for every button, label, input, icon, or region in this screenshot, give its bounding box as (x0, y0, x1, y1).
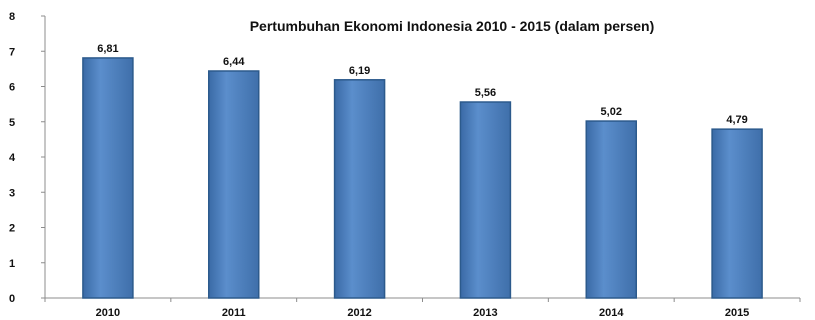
x-tick-label: 2011 (222, 307, 246, 319)
data-label: 6,44 (223, 56, 245, 68)
bar (711, 128, 763, 299)
data-label: 4,79 (726, 114, 747, 126)
x-tick-label: 2013 (473, 307, 497, 319)
y-tick-label: 0 (9, 293, 15, 305)
chart-title: Pertumbuhan Ekonomi Indonesia 2010 - 201… (250, 18, 655, 34)
bars (82, 57, 763, 299)
bar (459, 101, 512, 299)
bar (585, 120, 637, 299)
data-label: 6,19 (349, 65, 370, 77)
x-tick-label: 2015 (725, 307, 749, 319)
data-labels: 6,81 6,44 6,19 5,56 5,02 4,79 (97, 43, 748, 126)
y-tick-label: 5 (9, 117, 15, 129)
data-label: 5,56 (475, 87, 496, 99)
y-tick-label: 8 (9, 11, 15, 23)
data-label: 6,81 (97, 43, 118, 55)
y-tick-label: 2 (9, 223, 15, 235)
bar (208, 70, 260, 299)
x-tick-label: 2014 (599, 307, 624, 319)
y-tick-label: 6 (9, 82, 15, 94)
x-axis-ticks: 2010 2011 2012 2013 2014 2015 (44, 298, 801, 319)
y-tick-label: 1 (9, 258, 15, 270)
y-tick-label: 7 (9, 46, 15, 58)
x-tick-label: 2010 (96, 307, 120, 319)
bar (333, 79, 386, 299)
y-axis-ticks: 0 1 2 3 4 5 6 7 8 (9, 11, 45, 305)
data-label: 5,02 (601, 106, 622, 118)
y-tick-label: 4 (9, 152, 16, 164)
axes (44, 16, 800, 299)
x-tick-label: 2012 (347, 307, 371, 319)
y-tick-label: 3 (9, 187, 15, 199)
bar (82, 57, 134, 299)
